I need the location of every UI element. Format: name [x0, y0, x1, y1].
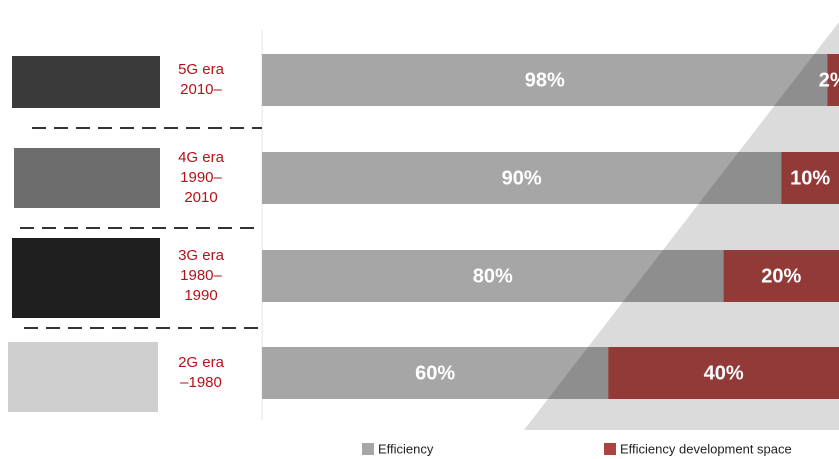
value-label: 40%: [704, 362, 744, 384]
bar-segment: [723, 250, 839, 302]
era-label: 2G era: [178, 354, 225, 371]
device-images: [8, 56, 160, 412]
bar-segment: [262, 54, 828, 106]
bar-segment: [262, 347, 609, 399]
device-5g: [12, 56, 160, 108]
bar-segment: [781, 152, 839, 204]
era-label: 1990–: [180, 169, 222, 186]
value-label: 2%: [819, 69, 839, 91]
value-label: 20%: [761, 265, 801, 287]
legend-label: Efficiency development space: [620, 441, 792, 456]
value-label: 90%: [502, 167, 542, 189]
era-label: 5G era: [178, 61, 225, 78]
era-label: –1980: [180, 374, 222, 391]
era-label: 1990: [184, 287, 217, 304]
era-label: 3G era: [178, 247, 225, 264]
value-label: 98%: [525, 69, 565, 91]
value-label: 60%: [415, 362, 455, 384]
background-triangle: [524, 22, 839, 430]
era-label: 2010: [184, 189, 217, 206]
device-3g: [12, 238, 160, 318]
era-label: 4G era: [178, 149, 225, 166]
legend-swatch: [362, 443, 374, 455]
bar-segment: [262, 250, 724, 302]
bar-segment: [827, 54, 839, 106]
legend-label: Efficiency: [378, 441, 434, 456]
device-4g: [14, 148, 160, 208]
value-label: 80%: [473, 265, 513, 287]
value-label: 10%: [790, 167, 830, 189]
separators: [20, 127, 262, 329]
era-label: 1980–: [180, 267, 222, 284]
bar-segment: [262, 152, 782, 204]
bar-segment: [608, 347, 839, 399]
era-label: 2010–: [180, 81, 222, 98]
legend-swatch: [604, 443, 616, 455]
device-2g: [8, 342, 158, 412]
